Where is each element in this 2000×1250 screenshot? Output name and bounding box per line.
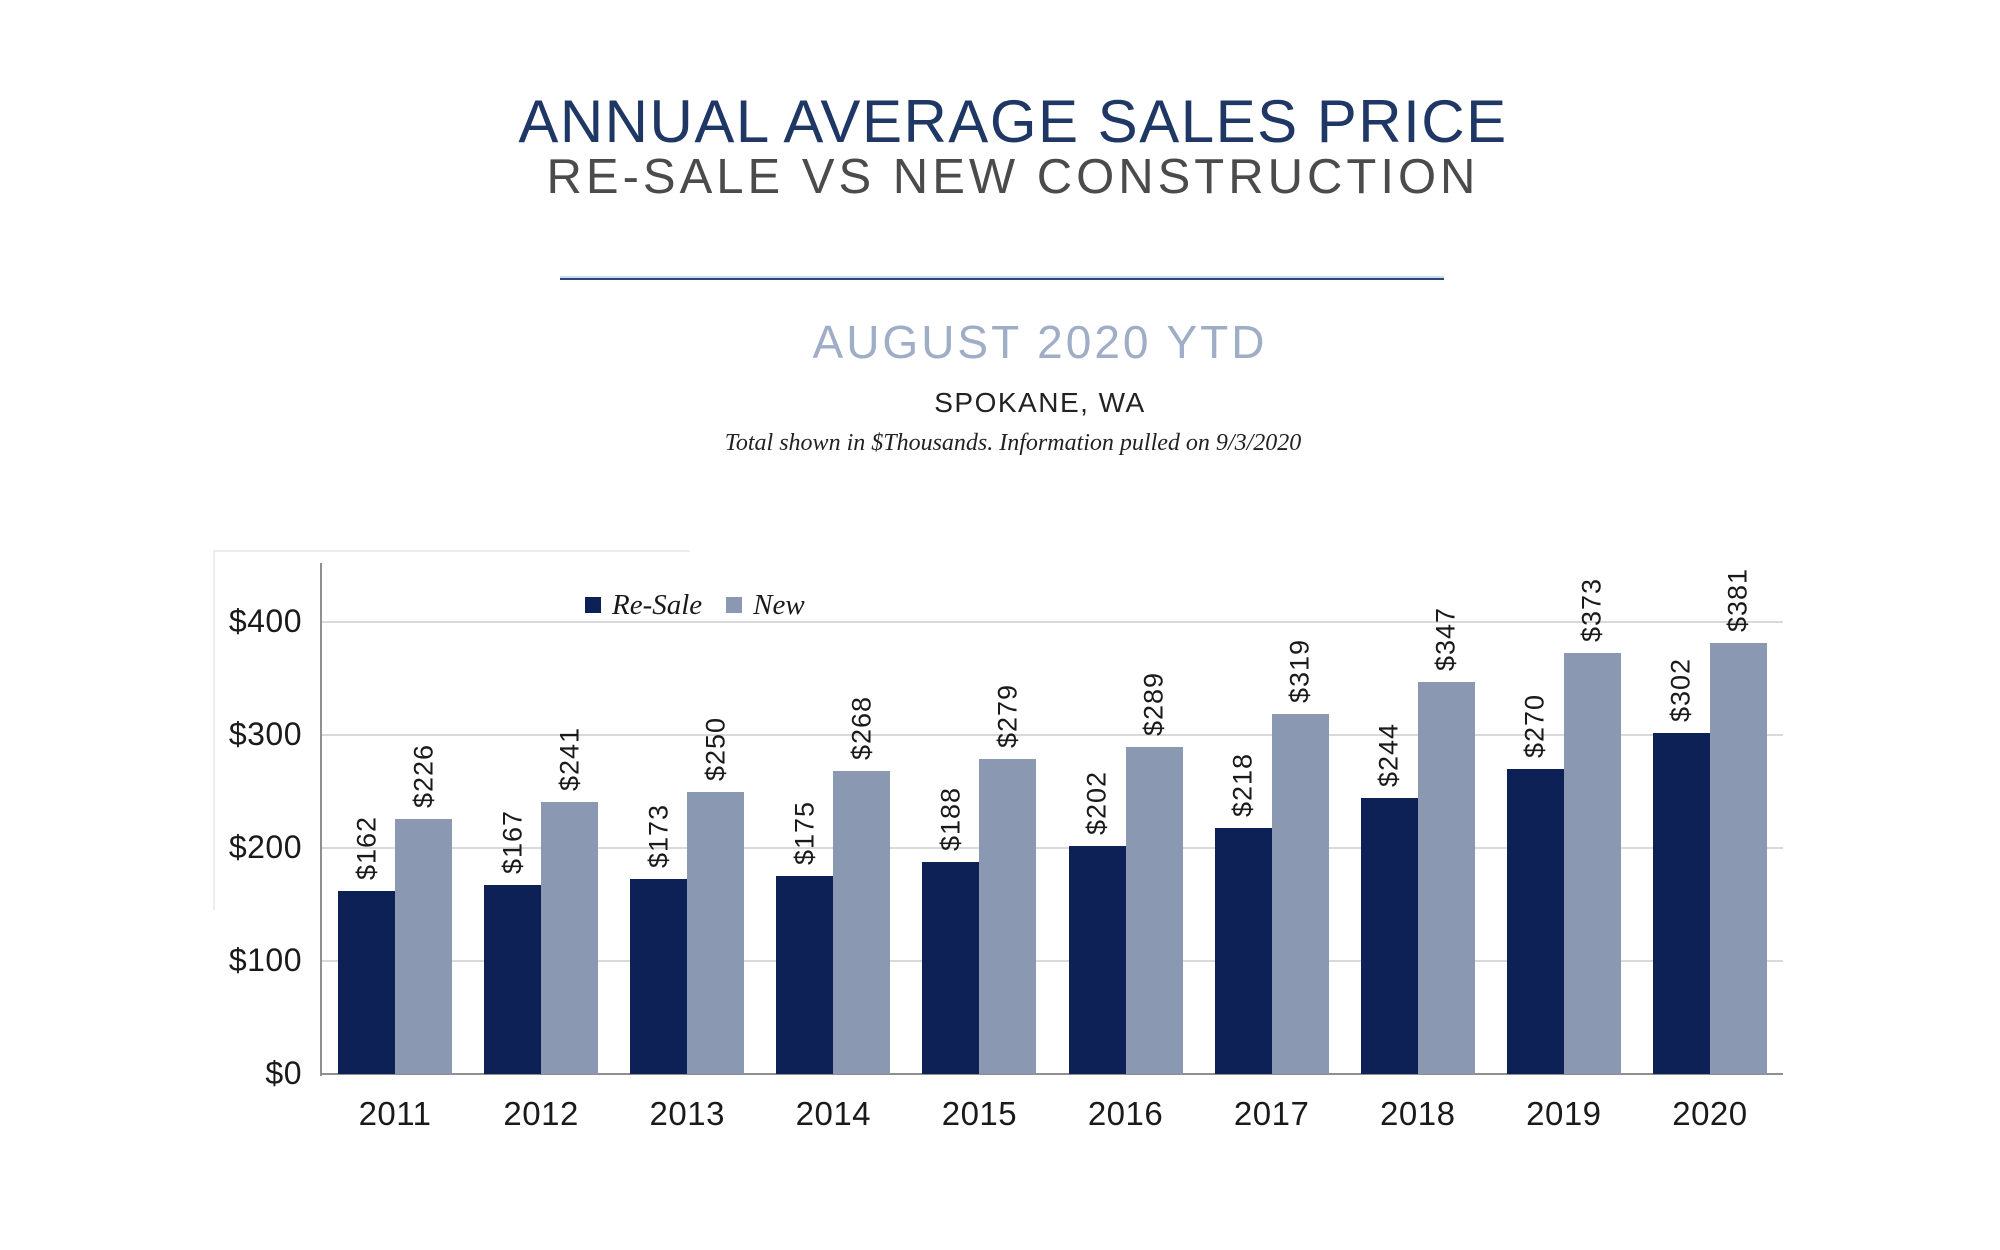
x-axis-line (320, 1073, 1783, 1075)
footnote: Total shown in $Thousands. Information p… (724, 430, 1302, 456)
bar-new-2014 (833, 771, 891, 1074)
gridline-$400 (322, 621, 1783, 623)
bar-value-label: $319 (1284, 638, 1315, 703)
x-axis-label-2012: 2012 (503, 1095, 579, 1132)
y-axis-line (320, 563, 322, 1076)
x-axis-label-2011: 2011 (358, 1095, 432, 1132)
bar-new-2020 (1709, 643, 1767, 1074)
bar-value-label: $347 (1430, 606, 1461, 671)
bar-new-2011 (395, 818, 452, 1074)
bar-new-2019 (1563, 652, 1621, 1074)
bar-new-2017 (1271, 713, 1329, 1074)
bar-value-label: $162 (350, 815, 381, 880)
chart-border-top (213, 550, 690, 552)
bar-value-label: $244 (1373, 723, 1404, 788)
bar-resale-2018 (1360, 798, 1418, 1074)
bar-new-2018 (1417, 681, 1475, 1074)
gridline-$100 (322, 960, 1783, 962)
bar-new-2013 (687, 791, 745, 1074)
bar-value-label: $188 (935, 786, 966, 851)
bar-value-label: $167 (497, 810, 528, 875)
bar-value-label: $241 (554, 726, 585, 791)
bar-value-label: $302 (1665, 657, 1696, 722)
legend-label-new: New (753, 588, 805, 621)
y-axis-tick-label: $200 (228, 828, 302, 865)
page-subtitle: RE-SALE VS NEW CONSTRUCTION (546, 150, 1480, 204)
bar-new-2015 (979, 758, 1037, 1074)
bar-value-label: $268 (846, 696, 877, 761)
bar-value-label: $289 (1138, 672, 1169, 737)
legend-label-resale: Re-Sale (612, 588, 703, 621)
bar-new-2012 (541, 801, 599, 1074)
bar-resale-2016 (1068, 845, 1126, 1074)
bar-value-label: $173 (643, 803, 674, 868)
bar-value-label: $218 (1227, 752, 1258, 817)
gridline-$200 (322, 847, 1783, 849)
bar-value-label: $202 (1081, 770, 1112, 835)
bar-resale-2011 (338, 890, 395, 1074)
x-axis-label-2018: 2018 (1380, 1095, 1456, 1132)
chart-legend: Re-Sale New (585, 589, 829, 622)
y-axis-tick-label: $100 (228, 941, 302, 978)
x-axis-label-2014: 2014 (795, 1095, 872, 1132)
x-axis-label-2019: 2019 (1526, 1095, 1602, 1132)
period-heading: AUGUST 2020 YTD (812, 316, 1268, 368)
x-axis-label-2020: 2020 (1672, 1095, 1748, 1132)
location-heading: SPOKANE, WA (934, 387, 1146, 418)
bar-value-label: $373 (1576, 577, 1607, 642)
divider-rule (560, 278, 1444, 280)
bar-value-label: $250 (700, 716, 731, 781)
bar-resale-2015 (922, 861, 980, 1074)
x-axis-label-2016: 2016 (1087, 1095, 1164, 1132)
bar-value-label: $226 (407, 743, 438, 808)
bar-value-label: $175 (789, 801, 820, 866)
bar-resale-2013 (630, 878, 688, 1074)
y-axis-tick-label: $0 (265, 1054, 302, 1091)
legend-item-new: New (726, 589, 805, 622)
x-axis-label-2015: 2015 (941, 1095, 1018, 1132)
y-axis-tick-label: $300 (228, 715, 302, 752)
bar-resale-2019 (1506, 768, 1564, 1074)
x-axis-label-2013: 2013 (649, 1095, 725, 1132)
y-axis-tick-label: $400 (228, 602, 302, 639)
chart-border-left (213, 550, 215, 910)
gridline-$300 (322, 734, 1783, 736)
bar-resale-2017 (1214, 827, 1272, 1074)
bar-resale-2012 (484, 885, 542, 1074)
bar-value-label: $270 (1519, 693, 1550, 758)
bar-value-label: $279 (992, 683, 1023, 748)
legend-swatch-resale-icon (585, 597, 601, 613)
x-axis-label-2017: 2017 (1233, 1095, 1310, 1132)
legend-swatch-new-icon (726, 597, 743, 613)
bar-resale-2020 (1652, 732, 1710, 1074)
page-title: ANNUAL AVERAGE SALES PRICE (518, 88, 1508, 155)
bar-new-2016 (1125, 747, 1183, 1074)
legend-item-resale: Re-Sale (585, 589, 702, 622)
bar-resale-2014 (776, 876, 834, 1074)
bar-value-label: $381 (1722, 568, 1753, 633)
